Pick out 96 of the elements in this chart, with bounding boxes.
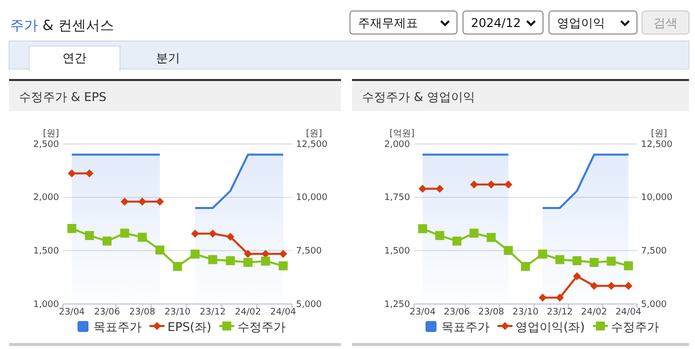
legend-label: 수정주가: [237, 320, 286, 334]
legend-label: 목표주가: [94, 320, 142, 334]
point: [555, 255, 564, 264]
y-tick-label: 1,500: [384, 246, 410, 257]
x-tick-label: 24/02: [234, 307, 261, 318]
point: [156, 198, 164, 206]
text: 2024/12: [471, 16, 521, 30]
point: [226, 232, 234, 241]
point: [120, 198, 129, 206]
point: [452, 236, 462, 246]
point: [538, 250, 548, 259]
x-tick-label: 23/12: [546, 307, 573, 318]
point: [67, 224, 76, 233]
point: [556, 294, 564, 302]
point: [85, 169, 94, 178]
point: [102, 236, 112, 246]
legend-label: EPS(좌): [168, 320, 212, 334]
x-tick-label: 24/04: [615, 307, 642, 318]
y-tick-label: 2,000: [384, 140, 410, 150]
y2-axis-title: [원]: [650, 129, 668, 139]
point: [504, 180, 512, 189]
point: [504, 246, 513, 255]
legend-label: 영업이익(좌): [516, 320, 585, 334]
chart-title: 수정주가 & 영업이익: [362, 90, 475, 104]
x-tick-label: 23/10: [164, 307, 191, 318]
y-tick-label: 2,000: [33, 193, 60, 204]
text: 영업이익: [557, 16, 605, 30]
point: [590, 258, 599, 267]
point: [418, 224, 428, 234]
point: [572, 256, 582, 266]
point: [435, 231, 444, 240]
legend-label: 수정주가: [610, 320, 659, 334]
point: [173, 262, 182, 271]
point: [418, 184, 427, 193]
point: [262, 250, 270, 258]
point: [190, 250, 200, 259]
point: [590, 282, 598, 290]
text: 주재무제표: [358, 16, 418, 30]
point: [606, 256, 616, 266]
chart-title: 수정주가 & EPS: [19, 90, 106, 104]
x-tick-label: 23/12: [200, 307, 226, 318]
point: [244, 250, 252, 258]
y-tick-label: 1,500: [33, 246, 60, 257]
y2-axis-title: [원]: [306, 129, 322, 139]
y2-tick-label: 7,500: [641, 246, 668, 257]
point: [624, 282, 632, 290]
x-tick-label: 23/08: [129, 307, 156, 318]
point: [120, 228, 130, 238]
y-axis-title: [억원]: [389, 129, 415, 139]
y2-tick-label: 12,500: [296, 140, 328, 150]
text: 분기: [156, 51, 180, 65]
y2-tick-label: 10,000: [641, 193, 673, 204]
x-tick-label: 23/10: [512, 307, 539, 318]
x-tick-label: 23/06: [444, 307, 470, 318]
point: [278, 261, 288, 270]
point: [470, 228, 479, 238]
text: 검색: [654, 16, 678, 30]
point: [138, 232, 147, 242]
text: 연간: [62, 51, 86, 65]
x-tick-label: 24/02: [581, 307, 608, 318]
y-tick-label: 1,750: [384, 193, 410, 204]
y-axis-title: [원]: [42, 129, 60, 139]
point: [486, 232, 496, 242]
y2-tick-label: 12,500: [641, 140, 673, 150]
y2-tick-label: 10,000: [296, 193, 328, 204]
point: [226, 256, 235, 266]
point: [261, 256, 270, 266]
point: [208, 230, 217, 238]
y-tick-label: 2,500: [33, 140, 60, 150]
x-tick-label: 23/06: [94, 307, 120, 318]
x-tick-label: 23/04: [58, 307, 86, 318]
point: [191, 230, 200, 238]
point: [538, 294, 547, 302]
text: 주가 & 컨센서스: [10, 18, 114, 34]
point: [487, 180, 496, 189]
point: [84, 231, 94, 240]
y2-tick-label: 5,000: [641, 300, 668, 310]
y2-tick-label: 5,000: [296, 300, 322, 310]
y2-tick-label: 7,500: [296, 246, 322, 257]
point: [243, 258, 252, 267]
x-tick-label: 23/04: [410, 307, 436, 318]
legend-label: 목표주가: [442, 320, 490, 334]
y-tick-label: 1,000: [33, 300, 60, 310]
point: [68, 169, 76, 178]
point: [607, 282, 616, 290]
x-tick-label: 24/04: [270, 307, 296, 318]
point: [138, 198, 146, 206]
y-tick-label: 1,250: [384, 300, 410, 310]
point: [436, 184, 444, 193]
x-tick-label: 23/08: [478, 307, 504, 318]
point: [155, 246, 164, 255]
point: [572, 272, 581, 280]
point: [208, 255, 218, 264]
point: [521, 262, 530, 271]
point: [624, 261, 633, 270]
point: [279, 250, 288, 258]
